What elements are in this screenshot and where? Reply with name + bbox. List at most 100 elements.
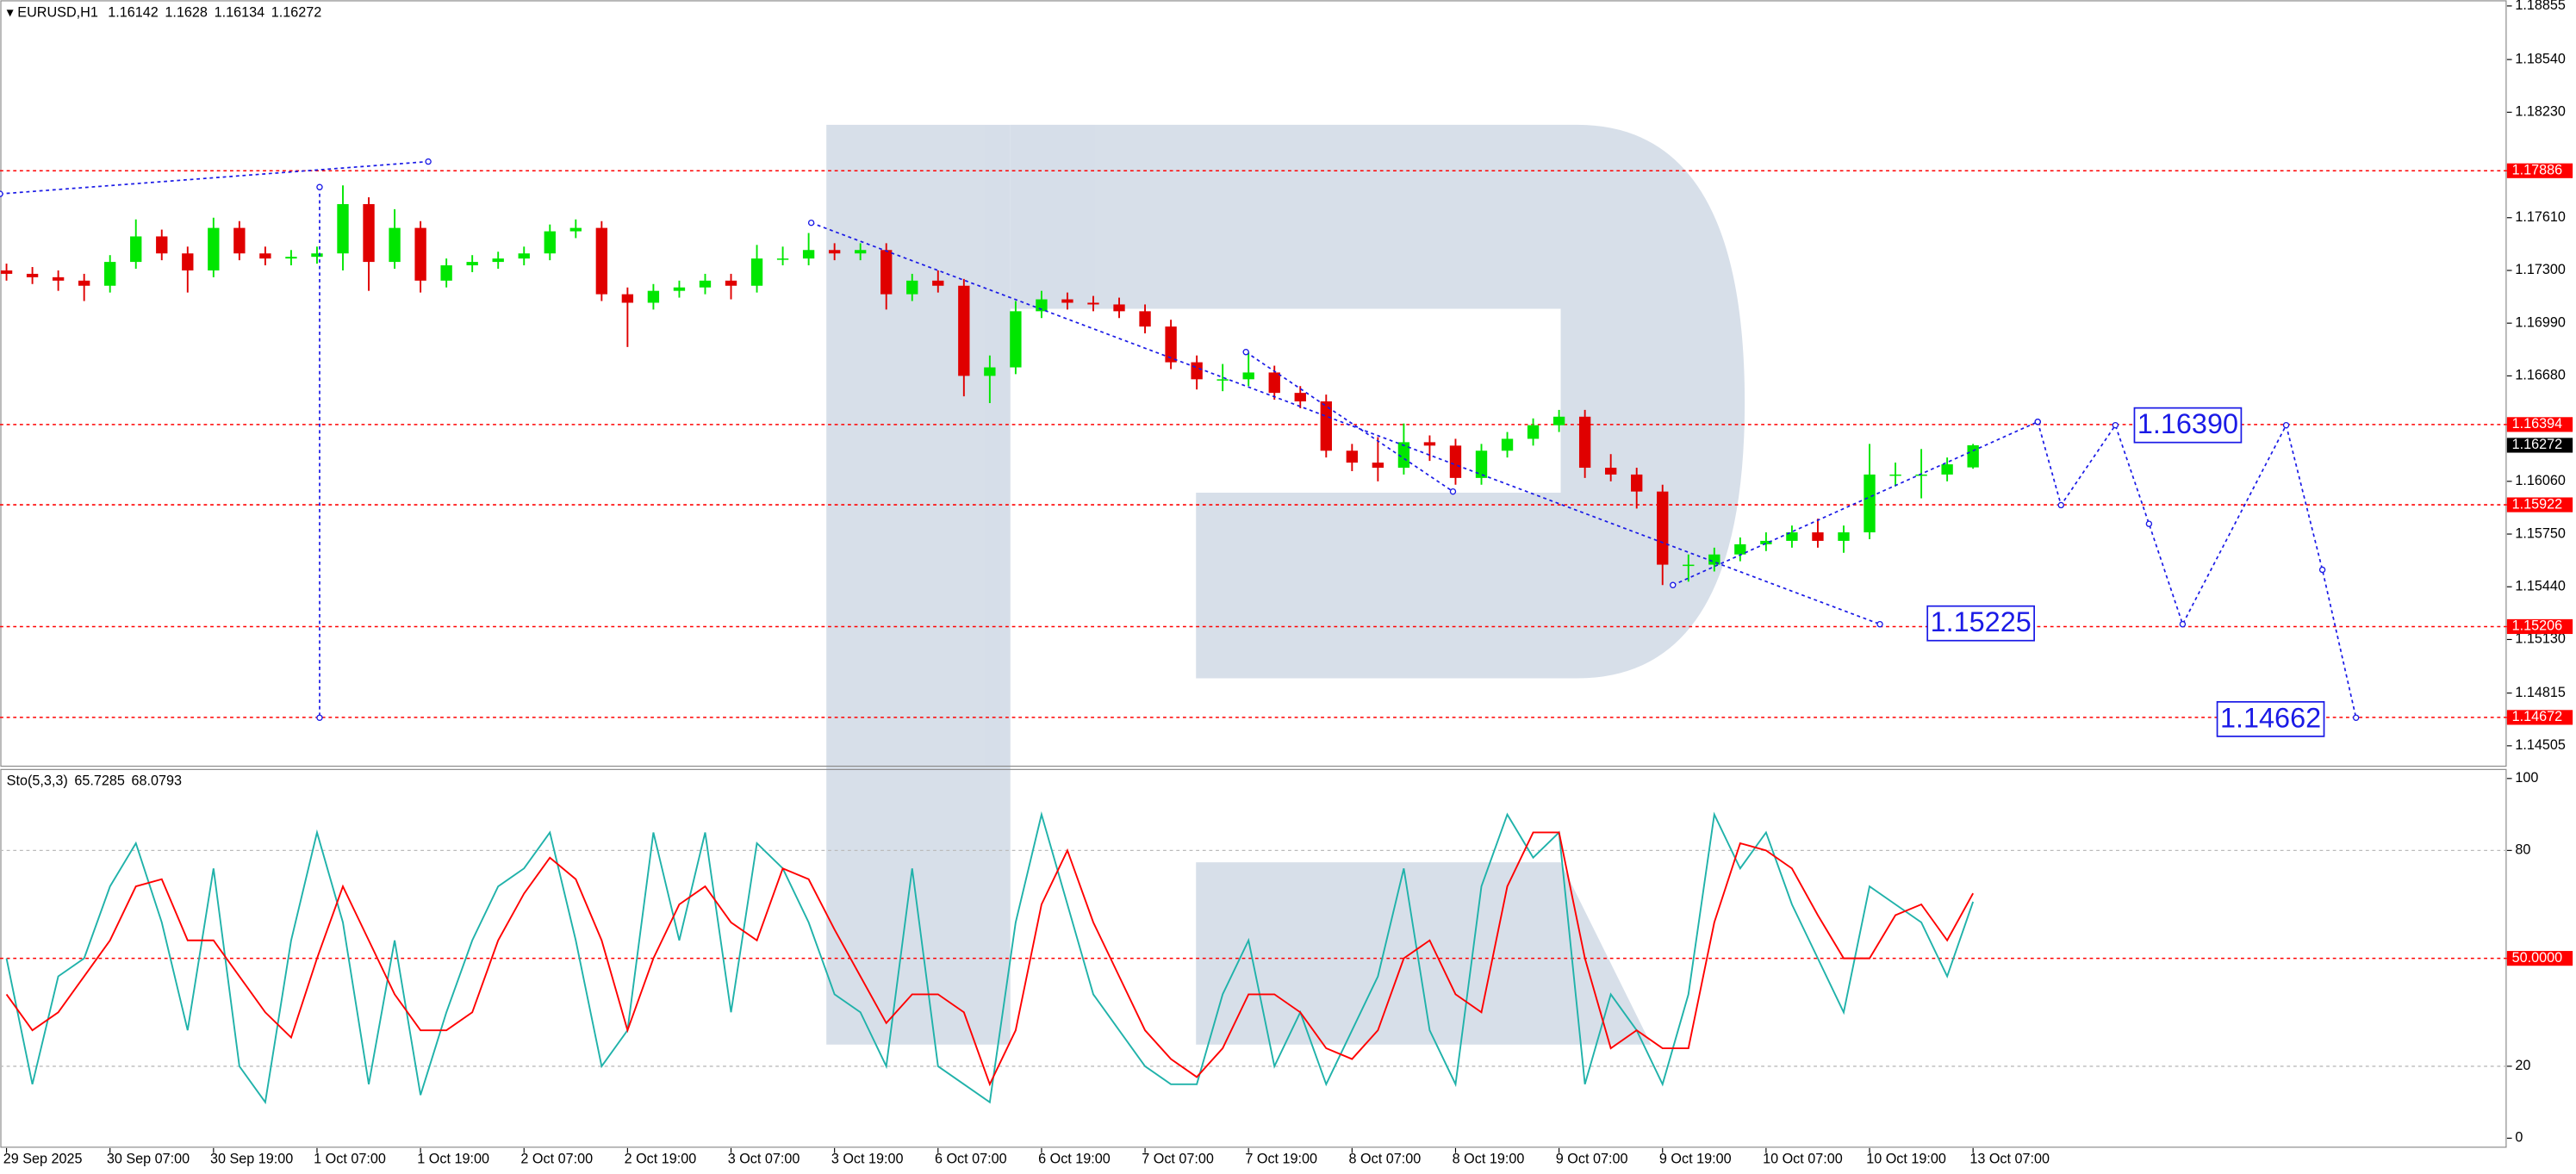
symbol: ▾ bbox=[7, 5, 18, 21]
candle-body bbox=[1061, 299, 1073, 303]
x-tick-label: 8 Oct 07:00 bbox=[1349, 1152, 1422, 1167]
trend-line bbox=[1245, 351, 1453, 493]
watermark-bar bbox=[826, 124, 1011, 1045]
candle-body bbox=[1242, 372, 1254, 380]
y-tick-label: 100 bbox=[2515, 770, 2538, 786]
candle-body bbox=[156, 236, 168, 254]
y-tick-label: 1.18540 bbox=[2515, 51, 2566, 66]
y-tick-label: 1.16990 bbox=[2515, 314, 2566, 330]
candle-body bbox=[285, 257, 297, 259]
close-value: 1.16272 bbox=[271, 5, 322, 21]
watermark bbox=[826, 124, 1745, 1045]
candle-body bbox=[855, 250, 867, 254]
level-label-bg bbox=[2506, 618, 2573, 635]
x-tick-label: 29 Sep 2025 bbox=[3, 1152, 83, 1167]
candle-body bbox=[1087, 302, 1099, 305]
y-tick-label: 20 bbox=[2515, 1058, 2530, 1073]
y-tick-label: 1.15750 bbox=[2515, 525, 2566, 541]
candle-body bbox=[1294, 393, 1306, 402]
candle-body bbox=[1838, 532, 1850, 541]
candle-body bbox=[389, 227, 401, 263]
candle-body bbox=[1397, 442, 1410, 469]
x-tick-label: 7 Oct 19:00 bbox=[1245, 1152, 1317, 1167]
candle-body bbox=[1941, 464, 1953, 475]
y-tick-label: 1.15440 bbox=[2515, 579, 2566, 594]
candle-body bbox=[984, 367, 996, 376]
candle-body bbox=[1475, 450, 1488, 478]
x-tick-label: 9 Oct 19:00 bbox=[1659, 1152, 1732, 1167]
candle-body bbox=[259, 253, 271, 259]
x-tick-label: 3 Oct 19:00 bbox=[831, 1152, 904, 1167]
level-label: 1.14672 bbox=[2512, 709, 2563, 724]
candle-body bbox=[1760, 540, 1772, 544]
candle-body bbox=[492, 258, 504, 263]
y-tick-label: 1.14815 bbox=[2515, 685, 2566, 700]
candle-body bbox=[906, 280, 918, 295]
stoch-panel bbox=[0, 811, 2507, 1105]
current-price-label: 1.16272 bbox=[2512, 437, 2563, 452]
candle-body bbox=[1734, 544, 1746, 555]
candle-body bbox=[337, 203, 349, 254]
candle-body bbox=[233, 227, 246, 254]
trend-line bbox=[0, 160, 429, 195]
candle-body bbox=[802, 250, 815, 259]
candle-body bbox=[1449, 445, 1462, 478]
watermark-leg bbox=[1196, 862, 1652, 1045]
x-tick-label: 8 Oct 19:00 bbox=[1453, 1152, 1525, 1167]
candle-body bbox=[1372, 463, 1384, 469]
forecast-label-box bbox=[2216, 700, 2325, 737]
stoch-main-value: 65.7285 bbox=[74, 773, 125, 789]
trend-point bbox=[316, 714, 323, 722]
candle-body bbox=[1139, 311, 1151, 327]
x-tick-label: 7 Oct 07:00 bbox=[1142, 1152, 1214, 1167]
candle-body bbox=[1657, 491, 1669, 565]
main-panel: 1.16390 1.15225 1.14662 bbox=[0, 158, 2507, 737]
x-tick-label: 6 Oct 07:00 bbox=[935, 1152, 1007, 1167]
candle-body bbox=[1864, 474, 1876, 533]
high-value: 1.1628 bbox=[165, 5, 208, 21]
candle-body bbox=[440, 265, 452, 281]
candle-body bbox=[1605, 468, 1617, 475]
signal-level-label: 50.0000 bbox=[2512, 950, 2563, 966]
x-tick-label: 9 Oct 07:00 bbox=[1556, 1152, 1628, 1167]
y-tick-label: 0 bbox=[2515, 1130, 2523, 1146]
candle-body bbox=[1268, 372, 1280, 394]
x-tick-label: 10 Oct 19:00 bbox=[1866, 1152, 1946, 1167]
candle-body bbox=[466, 262, 478, 266]
level-label: 1.17886 bbox=[2512, 163, 2563, 178]
candle-body bbox=[621, 294, 634, 303]
candle-body bbox=[1967, 444, 1979, 468]
x-tick-label: 30 Sep 07:00 bbox=[107, 1152, 190, 1167]
x-tick-label: 10 Oct 07:00 bbox=[1763, 1152, 1843, 1167]
level-label-bg bbox=[2506, 710, 2573, 725]
y-tick-label: 1.18230 bbox=[2515, 104, 2566, 120]
level-label: 1.15922 bbox=[2512, 496, 2563, 512]
candle-body bbox=[1631, 474, 1643, 492]
candle-body bbox=[1320, 401, 1332, 451]
open-value: 1.16142 bbox=[108, 5, 159, 21]
trend-point bbox=[1242, 349, 1249, 356]
candle-body bbox=[26, 273, 39, 277]
candle-body bbox=[311, 253, 323, 258]
candle-body bbox=[828, 250, 841, 254]
x-tick-label: 2 Oct 19:00 bbox=[625, 1152, 697, 1167]
candle-body bbox=[776, 258, 789, 260]
candle-body bbox=[1191, 362, 1203, 380]
candle-body bbox=[1423, 442, 1436, 446]
candle-body bbox=[725, 280, 737, 286]
forecast-point bbox=[2352, 714, 2360, 722]
trend-point bbox=[1670, 581, 1677, 588]
forecast-label: 1.15225 bbox=[1931, 606, 2032, 637]
candle-body bbox=[1113, 304, 1125, 312]
x-tick-label: 6 Oct 19:00 bbox=[1038, 1152, 1111, 1167]
y-tick-label: 80 bbox=[2515, 842, 2530, 858]
stoch-name: Sto(5,3,3) bbox=[7, 773, 68, 789]
trend-point bbox=[0, 190, 3, 197]
level-label-bg bbox=[2506, 417, 2573, 432]
candle-body bbox=[1010, 311, 1022, 368]
stoch-line bbox=[5, 831, 1974, 1087]
stoch-signal-value: 68.0793 bbox=[132, 773, 183, 789]
y-tick-label: 1.14505 bbox=[2515, 737, 2566, 753]
candle-body bbox=[1165, 326, 1177, 363]
